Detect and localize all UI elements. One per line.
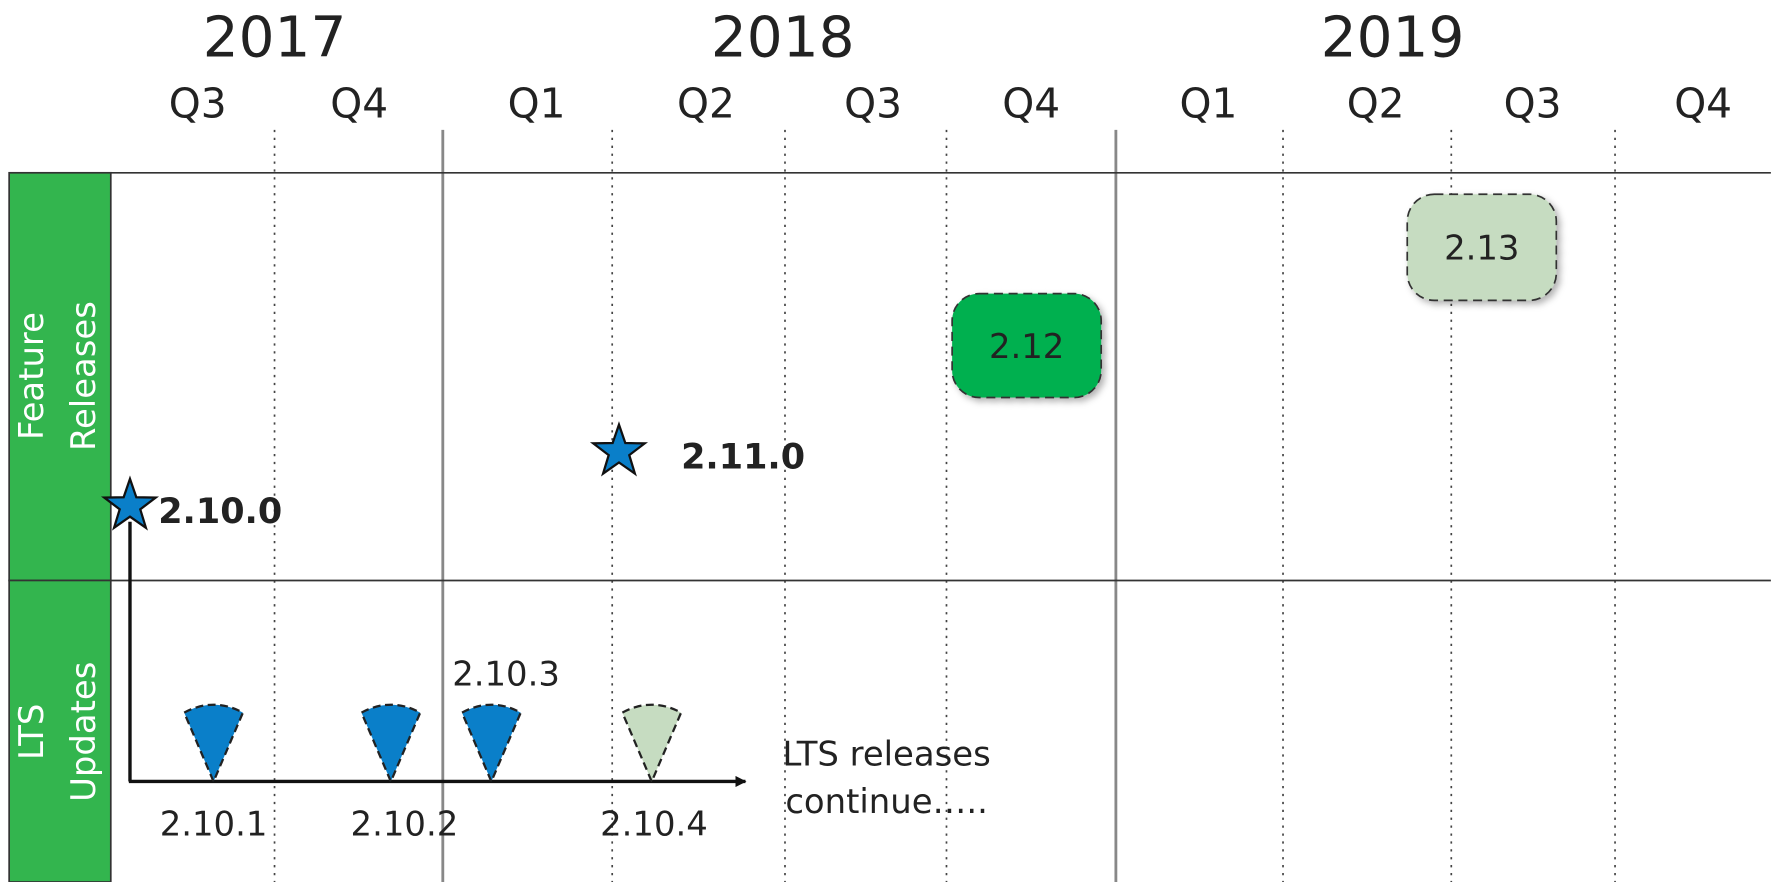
release-box xyxy=(1406,193,1558,302)
lts-marker xyxy=(360,703,422,785)
quarter-label: Q4 xyxy=(1674,79,1732,127)
lane-borders xyxy=(9,171,1771,582)
lane-label: LTS xyxy=(12,704,51,760)
release-label: 2.12 xyxy=(989,327,1064,366)
lane-header xyxy=(8,171,112,582)
lane-labels: Feature Releases LTS Updates xyxy=(12,301,103,802)
quarter-label: Q1 xyxy=(1180,79,1238,127)
lane-label: Releases xyxy=(64,301,103,451)
lane-label: Feature xyxy=(12,312,51,440)
lts-label: 2.10.1 xyxy=(160,805,268,844)
release-label: 2.13 xyxy=(1444,229,1519,268)
note-text: LTS releases xyxy=(783,735,991,774)
lts-marker xyxy=(182,703,245,785)
release-box xyxy=(951,292,1103,399)
lts-label: 2.10.2 xyxy=(351,805,459,844)
lts-label: 2.10.4 xyxy=(600,805,708,844)
release-label: 2.10.0 xyxy=(158,492,282,532)
note-text: continue….. xyxy=(785,782,988,821)
lts-label: 2.10.3 xyxy=(452,654,560,693)
quarter-label: Q2 xyxy=(1347,79,1405,127)
year-label: 2017 xyxy=(203,5,347,70)
lts-marker xyxy=(460,703,523,785)
quarter-label: Q2 xyxy=(677,79,735,127)
release-star xyxy=(100,475,160,531)
quarter-label: Q3 xyxy=(844,79,902,127)
year-label: 2019 xyxy=(1321,5,1465,70)
quarter-label: Q4 xyxy=(330,79,388,127)
quarter-label: Q3 xyxy=(1504,79,1562,127)
quarter-label: Q1 xyxy=(508,79,566,127)
lane-header xyxy=(8,579,112,882)
quarter-dividers xyxy=(273,129,1616,882)
lane-label: Updates xyxy=(64,662,103,802)
quarter-label: Q3 xyxy=(169,79,227,127)
release-star xyxy=(589,421,649,477)
release-label: 2.11.0 xyxy=(681,438,805,478)
quarter-label: Q4 xyxy=(1002,79,1060,127)
year-label: 2018 xyxy=(711,5,855,70)
lts-marker xyxy=(620,703,683,785)
year-dividers xyxy=(441,129,1118,882)
